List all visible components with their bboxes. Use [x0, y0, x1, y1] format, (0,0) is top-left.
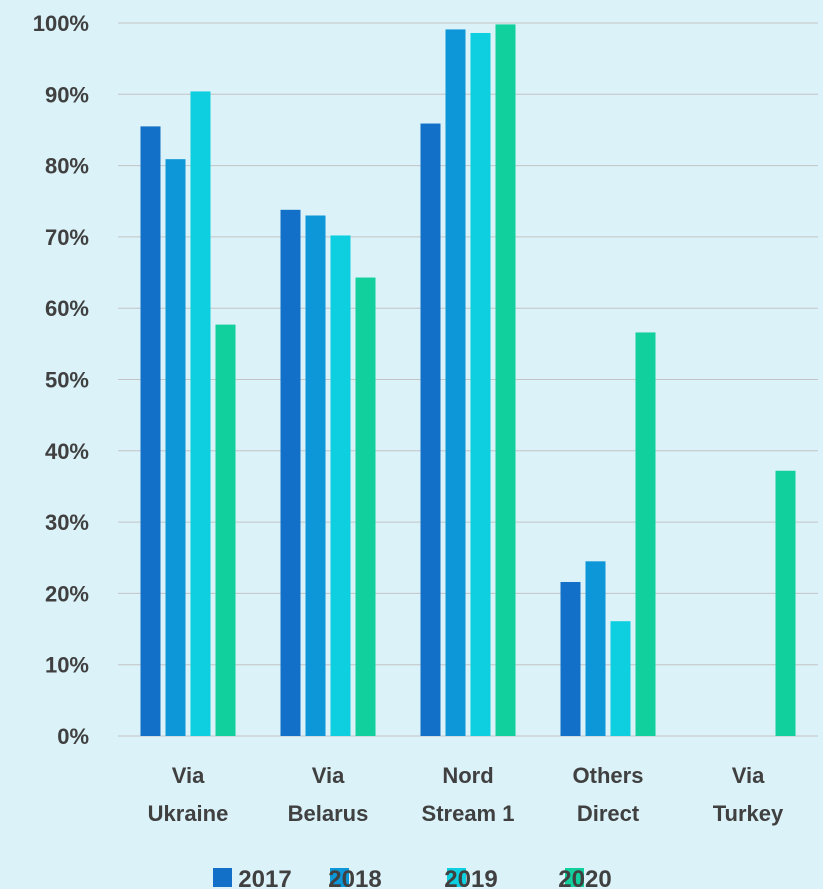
y-tick-label: 0% — [57, 724, 89, 749]
legend-swatch-2019 — [447, 868, 466, 887]
bar-2018 — [165, 159, 186, 737]
y-tick-label: 10% — [45, 653, 89, 678]
bar-2019 — [610, 621, 631, 736]
y-tick-label: 100% — [33, 11, 89, 36]
bar-2017 — [420, 123, 441, 736]
bar-2018 — [305, 215, 326, 736]
bar-2018 — [585, 561, 606, 736]
bar-2019 — [470, 32, 491, 737]
x-category-label: Via Turkey — [713, 763, 784, 826]
legend-label-2018: 2018 — [328, 866, 381, 889]
bar-2020 — [635, 332, 656, 736]
bar-2017 — [280, 209, 301, 736]
legend-swatch-2020 — [565, 868, 584, 887]
bar-2018 — [445, 29, 466, 737]
x-category-label: Via Belarus — [288, 763, 369, 826]
bar-2017 — [140, 126, 161, 736]
bar-2019 — [190, 91, 211, 736]
y-tick-label: 40% — [45, 439, 89, 464]
y-tick-label: 90% — [45, 82, 89, 107]
x-category-label: Nord Stream 1 — [422, 763, 515, 826]
legend-swatch-2018 — [330, 868, 349, 887]
bar-2020 — [495, 24, 516, 736]
y-tick-label: 60% — [45, 296, 89, 321]
y-tick-label: 70% — [45, 225, 89, 250]
legend-label-2019: 2019 — [444, 866, 497, 889]
y-tick-label: 20% — [45, 581, 89, 606]
y-tick-label: 80% — [45, 154, 89, 179]
legend-swatch-2017 — [213, 868, 232, 887]
legend-label-2020: 2020 — [558, 866, 611, 889]
bar-2019 — [330, 235, 351, 736]
bar-2020 — [215, 324, 236, 736]
bar-2020 — [775, 470, 796, 736]
y-tick-label: 50% — [45, 368, 89, 393]
bar-2017 — [560, 581, 581, 736]
y-tick-label: 30% — [45, 510, 89, 535]
x-category-label: Others Direct — [573, 763, 644, 826]
bar-2020 — [355, 277, 376, 736]
x-category-label: Via Ukraine — [148, 763, 229, 826]
legend-label-2017: 2017 — [238, 866, 291, 889]
